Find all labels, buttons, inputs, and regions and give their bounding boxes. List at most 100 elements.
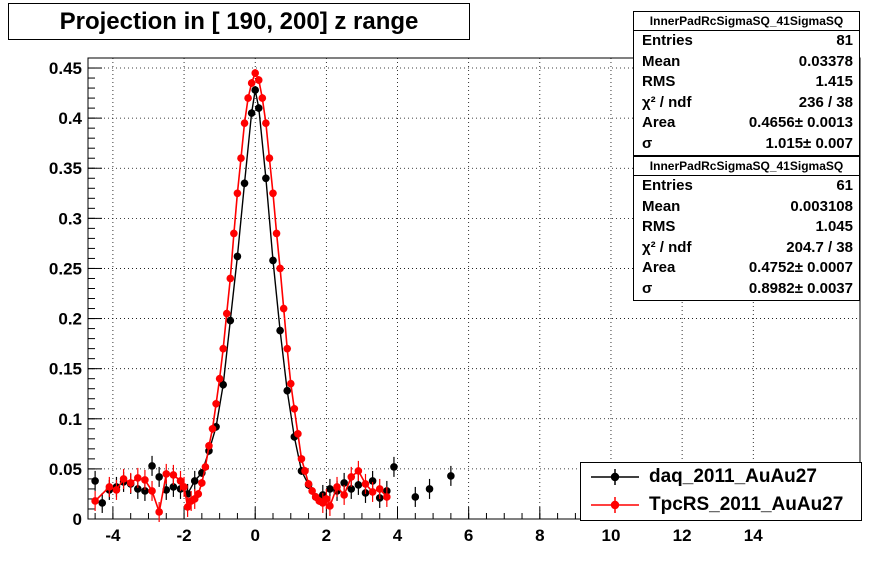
stats-label: σ — [642, 134, 653, 152]
data-point-tpcrs — [304, 480, 313, 488]
data-point-daq — [148, 462, 156, 470]
data-point-daq — [169, 483, 178, 491]
data-point-daq — [347, 485, 356, 493]
data-point-tpcrs — [361, 480, 370, 488]
data-point-tpcrs — [233, 189, 242, 198]
data-point-daq — [283, 386, 292, 395]
y-tick-label: 0.4 — [58, 109, 82, 128]
data-point-tpcrs — [205, 442, 213, 450]
stats-box-title: InnerPadRcSigmaSQ_41SigmaSQ — [634, 157, 859, 176]
data-point-tpcrs — [208, 425, 217, 433]
data-point-tpcrs — [265, 154, 274, 163]
data-point-tpcrs — [126, 479, 135, 487]
chart-title: Projection in [ 190, 200] z range — [8, 3, 470, 40]
data-point-tpcrs — [383, 493, 391, 501]
data-point-tpcrs — [258, 94, 267, 102]
data-point-tpcrs — [272, 229, 281, 238]
data-point-daq — [262, 174, 270, 183]
data-point-tpcrs — [169, 471, 178, 479]
stats-row: Mean 0.003108 — [634, 197, 859, 218]
data-point-tpcrs — [283, 344, 292, 353]
legend-marker-daq — [591, 469, 639, 485]
stats-row: Area 0.4656± 0.0013 — [634, 113, 859, 134]
data-point-tpcrs — [219, 344, 227, 353]
data-point-tpcrs — [222, 309, 231, 318]
data-point-tpcrs — [141, 476, 149, 484]
data-point-daq — [254, 104, 263, 112]
data-point-daq — [190, 477, 199, 485]
x-tick-label: 0 — [250, 526, 259, 545]
data-point-tpcrs — [322, 495, 331, 503]
data-point-daq — [425, 485, 434, 493]
legend-item-tpcrs: TpcRS_2011_AuAu27 — [581, 491, 861, 519]
data-point-tpcrs — [105, 483, 114, 491]
data-point-tpcrs — [215, 374, 224, 383]
data-point-tpcrs — [194, 490, 203, 498]
x-tick-label: -4 — [105, 526, 121, 545]
data-point-tpcrs — [230, 229, 238, 238]
data-point-tpcrs — [333, 483, 341, 491]
data-point-tpcrs — [251, 69, 260, 77]
y-tick-label: 0.45 — [49, 59, 82, 78]
data-point-daq — [141, 487, 149, 495]
stats-box-tpcrs: InnerPadRcSigmaSQ_41SigmaSQ Entries 61 Me… — [633, 156, 860, 301]
stats-row: RMS 1.415 — [634, 72, 859, 93]
stats-value: 236 / 38 — [798, 93, 853, 111]
data-point-daq — [447, 472, 455, 480]
data-point-daq — [247, 109, 256, 117]
y-tick-label: 0.35 — [49, 159, 82, 178]
data-point-daq — [91, 477, 99, 485]
stats-row: Mean 0.03378 — [634, 52, 859, 73]
y-tick-label: 0.25 — [49, 259, 82, 278]
data-point-daq — [219, 380, 227, 389]
y-tick-label: 0.15 — [49, 360, 82, 379]
legend: daq_2011_AuAu27 TpcRS_2011_AuAu27 — [580, 462, 862, 521]
data-point-tpcrs — [354, 467, 363, 475]
data-point-tpcrs — [180, 483, 188, 491]
y-tick-label: 0 — [73, 510, 82, 529]
data-point-daq — [368, 477, 377, 485]
data-point-daq — [326, 485, 334, 493]
series-line-daq — [186, 89, 323, 498]
stats-value: 1.415 — [815, 73, 853, 91]
data-point-daq — [354, 481, 363, 489]
data-point-daq — [411, 493, 420, 501]
data-point-tpcrs — [375, 485, 384, 493]
x-tick-label: 6 — [464, 526, 473, 545]
data-point-tpcrs — [119, 475, 128, 483]
data-point-daq — [251, 86, 260, 94]
stats-value: 0.03378 — [798, 52, 853, 70]
x-tick-label: 10 — [602, 526, 621, 545]
data-point-tpcrs — [91, 497, 99, 505]
x-tick-label: 14 — [744, 526, 763, 545]
data-point-tpcrs — [240, 119, 249, 127]
stats-box-title: InnerPadRcSigmaSQ_41SigmaSQ — [634, 12, 859, 31]
stats-value: 81 — [836, 32, 853, 49]
stats-value: 61 — [836, 177, 853, 194]
stats-row: σ 0.8982± 0.0037 — [634, 279, 859, 300]
stats-value: 204.7 / 38 — [786, 238, 853, 256]
x-tick-label: 4 — [393, 526, 403, 545]
stats-label: χ² / ndf — [642, 238, 692, 256]
data-point-tpcrs — [134, 474, 142, 482]
stats-value: 0.003108 — [790, 197, 853, 215]
stats-row: Area 0.4752± 0.0007 — [634, 258, 859, 279]
data-point-tpcrs — [176, 477, 185, 485]
data-point-tpcrs — [212, 399, 220, 408]
data-point-tpcrs — [326, 502, 334, 510]
stats-label: RMS — [642, 73, 676, 91]
data-point-daq — [276, 326, 284, 335]
stats-label: RMS — [642, 218, 676, 236]
data-point-daq — [155, 473, 163, 481]
data-point-daq — [340, 479, 348, 487]
x-tick-label: -2 — [176, 526, 191, 545]
data-point-tpcrs — [237, 154, 245, 163]
data-point-tpcrs — [247, 79, 256, 87]
y-tick-label: 0.3 — [58, 209, 82, 228]
y-tick-label: 0.1 — [58, 410, 82, 429]
data-point-tpcrs — [198, 479, 206, 487]
data-point-daq — [390, 463, 398, 471]
data-point-tpcrs — [368, 488, 377, 496]
legend-label-daq: daq_2011_AuAu27 — [649, 466, 817, 487]
legend-marker-tpcrs — [591, 497, 639, 513]
